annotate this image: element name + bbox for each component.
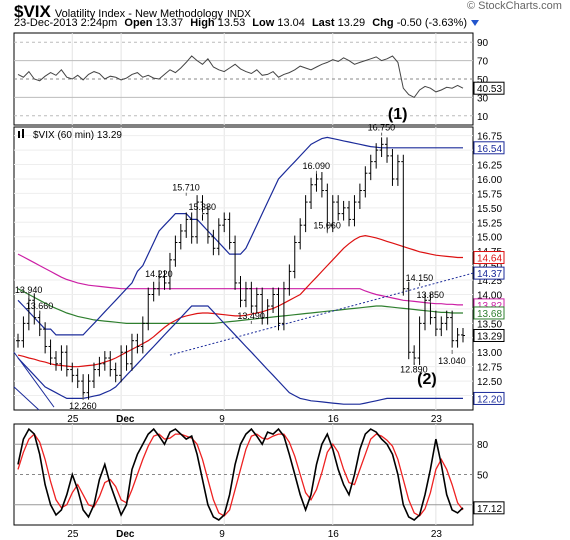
price-tick-label: 12.75	[477, 363, 502, 374]
chart-title-row: $VIX Volatility Index - New Methodology IN…	[14, 2, 251, 21]
trend-dotted-line	[169, 272, 474, 356]
rsi-tick-label: 30	[477, 93, 489, 104]
price-tick-label: 12.50	[477, 377, 502, 388]
price-tick-label: 15.00	[477, 233, 502, 244]
price-annotation: 14.220	[145, 269, 173, 279]
x-tick-label: 16	[328, 529, 340, 540]
stoch-k-line	[17, 427, 464, 521]
price-tick-label: 16.75	[477, 132, 502, 143]
price-panel: 16.7516.5016.2516.0015.7515.5015.2515.00…	[13, 123, 505, 540]
price-right-label-box	[473, 141, 505, 155]
price-annotation: 12.890	[400, 365, 428, 375]
x-tick-label: 23	[431, 529, 443, 540]
bar-chart-icon	[18, 131, 20, 138]
bollinger-lower-line	[17, 305, 463, 405]
price-right-label-box	[473, 306, 505, 320]
price-legend: $VIX (60 min) 13.29	[33, 130, 122, 141]
bollinger-upper-line	[17, 136, 463, 336]
price-tick-label: 13.00	[477, 348, 502, 359]
price-right-label: 13.68	[477, 309, 502, 320]
rsi-tick-label: 90	[477, 38, 489, 49]
price-annotation: 13.490	[237, 311, 265, 321]
price-tick-label: 16.00	[477, 175, 502, 186]
high-value: 13.53	[217, 17, 246, 29]
x-tick-label: 16	[328, 414, 340, 425]
rsi-last-label-box	[473, 81, 505, 95]
open-value: 13.37	[155, 17, 184, 29]
stoch-tick-label: 50	[477, 471, 489, 482]
stoch-d-line	[17, 433, 464, 517]
price-tick-label: 14.00	[477, 290, 502, 301]
timestamp: 23-Dec-2013 2:24pm	[14, 17, 118, 29]
price-right-label-box	[473, 328, 505, 342]
rsi-panel: 90 70 50 30 10 40.53 (1)	[13, 32, 505, 126]
rsi-line	[17, 55, 464, 99]
chg-label: Chg	[372, 17, 394, 29]
rsi-last-label: 40.53	[477, 84, 502, 95]
price-right-label: 14.37	[477, 269, 502, 280]
stoch-last-label-box	[473, 501, 505, 515]
high-label: High	[190, 17, 215, 29]
channel-line	[13, 386, 40, 411]
price-frame	[13, 126, 474, 411]
change-down-icon	[471, 20, 479, 27]
x-tick-label: 9	[219, 414, 225, 425]
stochastic-panel: 80502017.12	[13, 423, 505, 526]
exchange: INDX	[227, 9, 251, 20]
price-annotation: 14.150	[406, 273, 434, 283]
price-annotation: 13.940	[15, 285, 43, 295]
price-annotation: 16.090	[302, 161, 330, 171]
rsi-tick-label: 50	[477, 75, 489, 86]
price-right-label: 12.20	[477, 394, 502, 405]
price-tick-label: 15.25	[477, 218, 502, 229]
brand-watermark: © StockCharts.com	[467, 0, 562, 12]
x-tick-label: 25	[67, 529, 79, 540]
price-annotation: 13.850	[416, 290, 444, 300]
price-annotation: 16.750	[368, 123, 396, 133]
symbol: $VIX	[14, 2, 51, 21]
wave-2-label: (2)	[417, 371, 437, 388]
chg-value: -0.50 (-3.63%)	[396, 17, 467, 29]
x-tick-label: 23	[431, 414, 443, 425]
stoch-tick-label: 80	[477, 440, 489, 451]
price-annotation: 15.380	[189, 202, 217, 212]
x-tick-label: 9	[219, 529, 225, 540]
open-label: Open	[124, 17, 153, 29]
price-annotation: 12.260	[69, 401, 97, 411]
ma-red-line	[17, 234, 463, 368]
x-tick-label: Dec	[116, 414, 135, 425]
price-tick-label: 13.50	[477, 319, 502, 330]
price-annotation: 13.040	[438, 356, 466, 366]
low-label: Low	[252, 17, 275, 29]
x-tick-label: Dec	[116, 529, 135, 540]
wave-1-label: (1)	[388, 106, 408, 123]
x-tick-label: 25	[67, 414, 79, 425]
price-tick-label: 16.25	[477, 161, 502, 172]
stoch-last-label: 17.12	[477, 504, 502, 515]
quote-row: 23-Dec-2013 2:24pm Open 13.37 High 13.53…	[14, 17, 483, 31]
price-annotation: 15.710	[172, 183, 200, 193]
price-annotation: 13.660	[26, 301, 54, 311]
price-right-label: 13.82	[477, 301, 502, 312]
price-right-label: 16.54	[477, 144, 502, 155]
price-tick-label: 14.25	[477, 276, 502, 287]
price-right-label: 13.29	[477, 331, 502, 342]
price-right-label-box	[473, 251, 505, 265]
rsi-tick-label: 70	[477, 57, 489, 68]
ma-green-line	[17, 288, 463, 324]
price-right-label-box	[473, 266, 505, 280]
last-value: 13.29	[337, 17, 366, 29]
price-right-label: 14.64	[477, 254, 502, 265]
last-label: Last	[311, 17, 335, 29]
price-annotation: 15.060	[313, 220, 341, 230]
description: Volatility Index - New Methodology	[54, 8, 224, 20]
price-tick-label: 15.50	[477, 204, 502, 215]
rsi-tick-label: 10	[477, 112, 489, 123]
bar-chart-icon	[22, 129, 24, 138]
price-right-label-box	[473, 391, 505, 405]
price-tick-label: 15.75	[477, 189, 502, 200]
low-value: 13.04	[277, 17, 305, 29]
